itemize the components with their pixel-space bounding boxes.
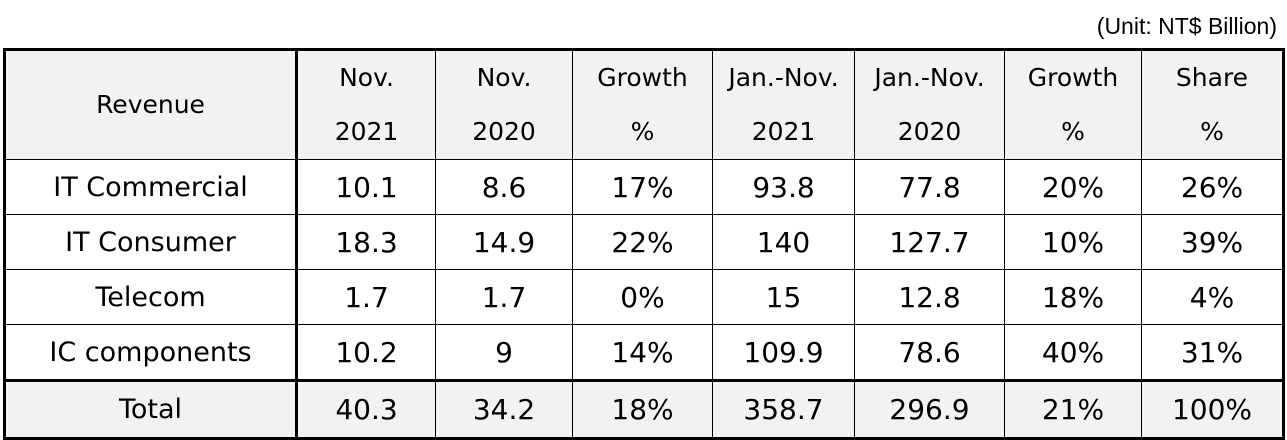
total-nov-2020: 34.2 <box>435 379 573 439</box>
total-jan-nov-2020: 296.9 <box>854 379 1005 439</box>
cell-growth-nov: 17% <box>572 159 713 215</box>
total-label: Total <box>4 379 297 439</box>
cell-nov-2021: 10.2 <box>295 324 436 381</box>
cell-nov-2020: 9 <box>435 324 573 381</box>
header-jan-nov-2020: Jan.-Nov. 2020 <box>854 49 1005 160</box>
cell-jan-nov-2021: 93.8 <box>712 159 855 215</box>
cell-share: 39% <box>1141 214 1284 270</box>
cell-nov-2021: 1.7 <box>295 269 436 325</box>
total-share: 100% <box>1141 379 1284 439</box>
cell-nov-2021: 10.1 <box>295 159 436 215</box>
cell-nov-2021: 18.3 <box>295 214 436 270</box>
cell-jan-nov-2020: 12.8 <box>854 269 1005 325</box>
cell-share: 4% <box>1141 269 1284 325</box>
header-growth-ytd: Growth % <box>1004 49 1142 160</box>
header-row: Revenue Nov. 2021 Nov. 2020 Growth % Jan… <box>4 49 1284 160</box>
row-label: Telecom <box>4 269 297 325</box>
cell-growth-ytd: 18% <box>1004 269 1142 325</box>
header-nov-2020: Nov. 2020 <box>435 49 573 160</box>
header-nov-2021: Nov. 2021 <box>295 49 436 160</box>
unit-note: (Unit: NT$ Billion) <box>1096 13 1277 39</box>
cell-share: 26% <box>1141 159 1284 215</box>
header-jan-nov-2021: Jan.-Nov. 2021 <box>712 49 855 160</box>
cell-jan-nov-2021: 109.9 <box>712 324 855 381</box>
revenue-table: Revenue Nov. 2021 Nov. 2020 Growth % Jan… <box>3 48 1285 440</box>
cell-growth-ytd: 10% <box>1004 214 1142 270</box>
cell-growth-ytd: 40% <box>1004 324 1142 381</box>
header-revenue: Revenue <box>4 49 297 160</box>
table-row: Telecom 1.7 1.7 0% 15 12.8 18% 4% <box>4 269 1284 325</box>
cell-growth-nov: 22% <box>572 214 713 270</box>
table-row: IC components 10.2 9 14% 109.9 78.6 40% … <box>4 324 1284 381</box>
row-label: IC components <box>4 324 297 381</box>
header-growth-nov: Growth % <box>572 49 713 160</box>
table-row: IT Commercial 10.1 8.6 17% 93.8 77.8 20%… <box>4 159 1284 215</box>
cell-nov-2020: 8.6 <box>435 159 573 215</box>
cell-growth-nov: 14% <box>572 324 713 381</box>
total-row: Total 40.3 34.2 18% 358.7 296.9 21% 100% <box>4 379 1284 439</box>
header-share: Share % <box>1141 49 1284 160</box>
cell-share: 31% <box>1141 324 1284 381</box>
total-growth-nov: 18% <box>572 379 713 439</box>
cell-jan-nov-2021: 140 <box>712 214 855 270</box>
cell-jan-nov-2020: 127.7 <box>854 214 1005 270</box>
row-label: IT Consumer <box>4 214 297 270</box>
total-jan-nov-2021: 358.7 <box>712 379 855 439</box>
table-row: IT Consumer 18.3 14.9 22% 140 127.7 10% … <box>4 214 1284 270</box>
cell-growth-ytd: 20% <box>1004 159 1142 215</box>
cell-jan-nov-2020: 77.8 <box>854 159 1005 215</box>
total-growth-ytd: 21% <box>1004 379 1142 439</box>
cell-growth-nov: 0% <box>572 269 713 325</box>
row-label: IT Commercial <box>4 159 297 215</box>
total-nov-2021: 40.3 <box>295 379 436 439</box>
cell-nov-2020: 14.9 <box>435 214 573 270</box>
cell-nov-2020: 1.7 <box>435 269 573 325</box>
cell-jan-nov-2020: 78.6 <box>854 324 1005 381</box>
cell-jan-nov-2021: 15 <box>712 269 855 325</box>
